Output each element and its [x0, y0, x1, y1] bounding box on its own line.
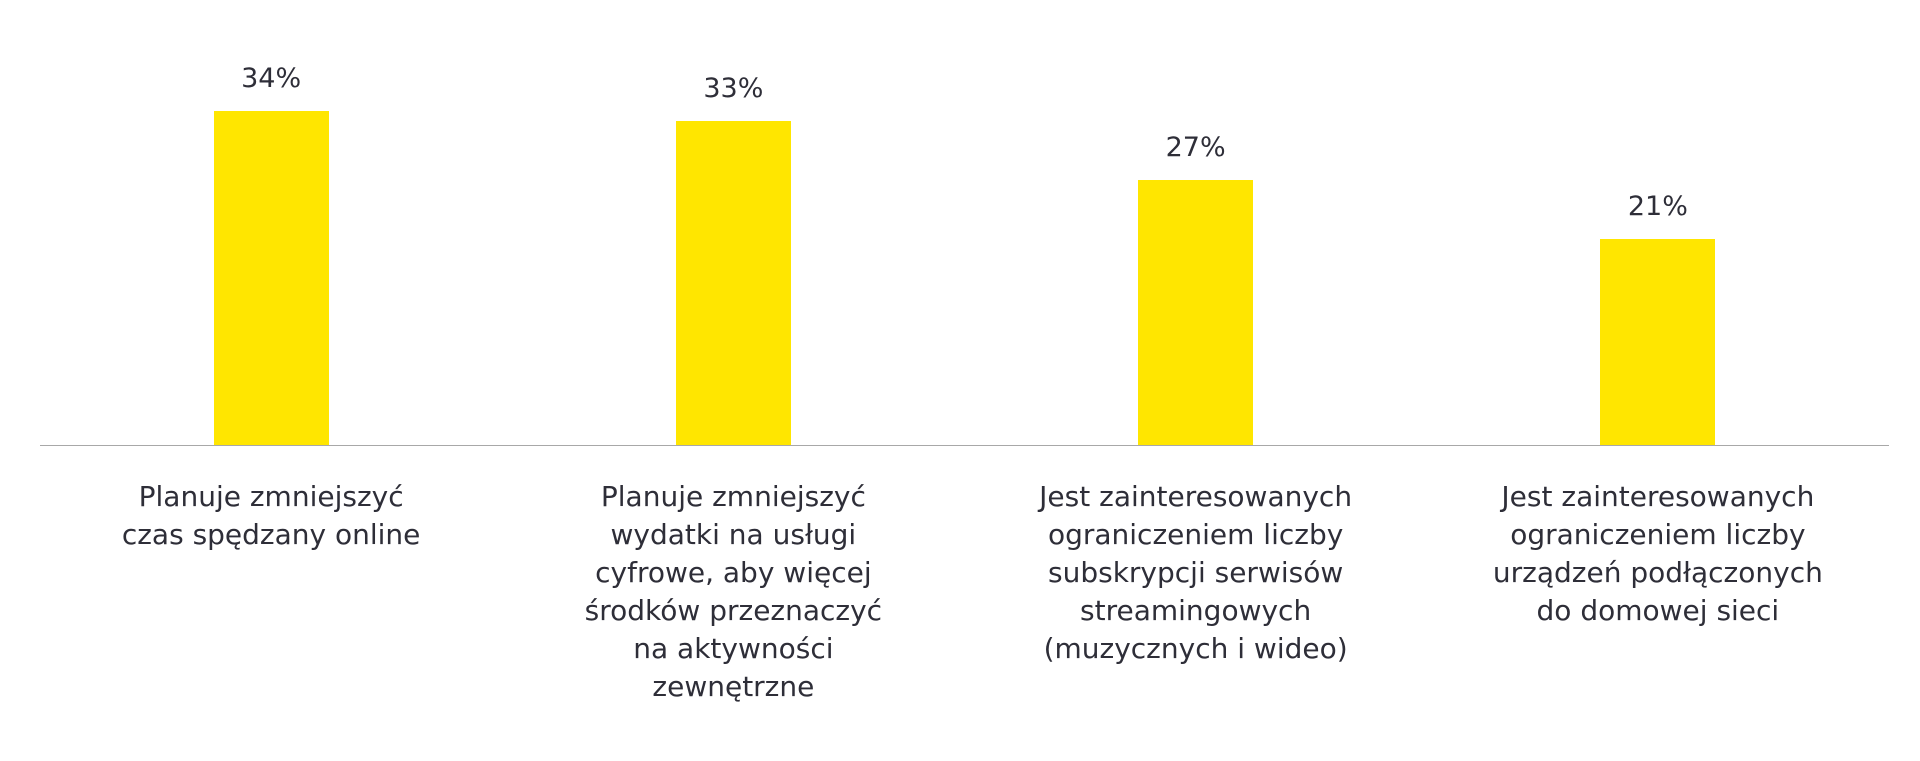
value-label: 33%	[703, 72, 764, 104]
category-label: Jest zainteresowanych ograniczeniem licz…	[1492, 480, 1823, 627]
bar	[1138, 179, 1254, 445]
bar	[213, 111, 329, 445]
category-label: Planuje zmniejszyć wydatki na usługi cyf…	[584, 480, 883, 703]
value-label: 34%	[241, 63, 302, 94]
value-label: 27%	[1165, 131, 1226, 163]
value-label: 21%	[1627, 190, 1688, 222]
category-label: Planuje zmniejszyć czas spędzany online	[121, 480, 421, 551]
bar	[1600, 238, 1716, 445]
baseline	[40, 445, 1889, 446]
bar	[675, 120, 791, 445]
category-label: Jest zainteresowanych ograniczeniem licz…	[1039, 480, 1353, 665]
